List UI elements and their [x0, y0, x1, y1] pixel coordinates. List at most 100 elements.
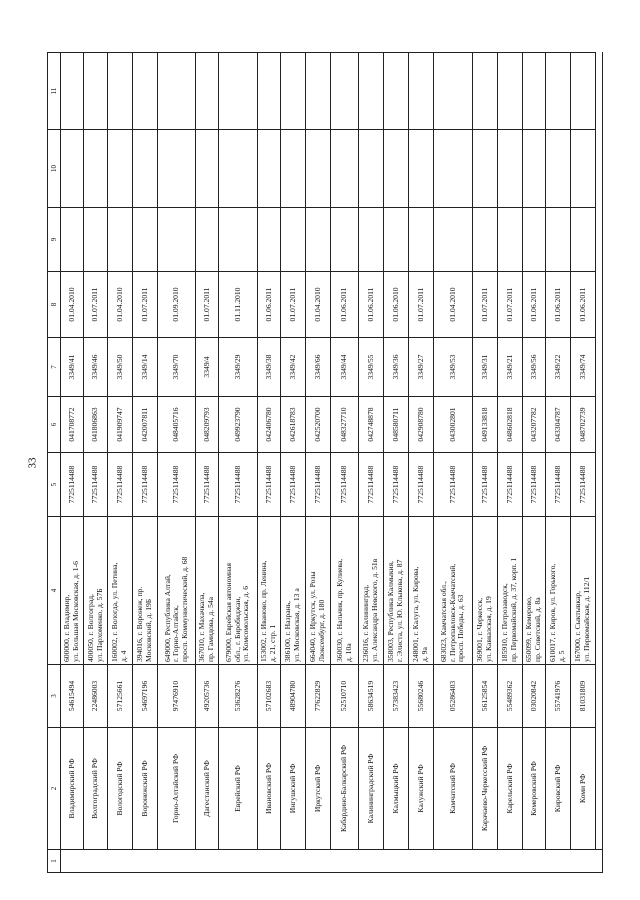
cell-address: 248001, г. Калуга, ул. Кирова, д. 9а	[408, 516, 434, 665]
cell-num: 3349/70	[157, 337, 196, 397]
empty-cell	[195, 52, 219, 130]
cell-date: 01.07.2011	[132, 271, 158, 338]
cell-num: 3349/74	[570, 337, 596, 397]
column-1-cell	[60, 849, 603, 873]
cell-bik: 042520700	[305, 396, 331, 453]
empty-cell	[595, 727, 603, 850]
cell-inn: 7725114488	[218, 452, 258, 517]
table-row: Коми РФ 81031809 167000, г. Сыктывкар, ул.…	[570, 52, 596, 873]
empty-cell	[383, 52, 409, 130]
empty-cell	[330, 52, 359, 130]
empty-cell	[280, 52, 306, 130]
cell-name: Калужский РФ	[408, 727, 434, 850]
cell-num: 3349/55	[358, 337, 384, 397]
cell-bik: 048327710	[330, 396, 359, 453]
empty-cell	[218, 129, 258, 208]
table-row: Кемеровский РФ 03020842 650099, г. Кемеров…	[522, 52, 546, 873]
cell-name: Калининградский РФ	[358, 727, 384, 850]
cell-inn: 7725114488	[472, 452, 498, 517]
cell-code: 56125854	[472, 664, 498, 728]
cell-inn: 7725114488	[383, 452, 409, 517]
cell-date: 01.04.2010	[305, 271, 331, 338]
empty-cell	[305, 52, 331, 130]
cell-name: Владимирский РФ	[60, 727, 84, 850]
table-row: Карельский РФ 55489362 185910, г. Петрозав…	[497, 52, 523, 873]
cell-date: 01.04.2010	[433, 271, 473, 338]
cell-code: 52510710	[330, 664, 359, 728]
cell-num: 3349/4	[195, 337, 219, 397]
empty-cell	[83, 207, 108, 272]
cell-bik: 042007811	[132, 396, 158, 453]
cell-address: 664040, г. Иркутск, ул. Розы Люксембург,…	[305, 516, 331, 665]
cell-date: 01.11.2010	[218, 271, 258, 338]
cell-bik: 043207782	[522, 396, 546, 453]
cell-inn: 7725114488	[358, 452, 384, 517]
cell-date: 01.07.2011	[83, 271, 108, 338]
table-row: Калужский РФ 55680246 248001, г. Калуга, у…	[408, 52, 434, 873]
cell-inn: 7725114488	[280, 452, 306, 517]
cell-bik: 042618783	[280, 396, 306, 453]
cell-inn: 7725114488	[408, 452, 434, 517]
empty-cell	[280, 129, 306, 208]
cell-name: Ингушский РФ	[280, 727, 306, 850]
column-header: 4	[47, 516, 61, 665]
cell-name: Коми РФ	[570, 727, 596, 850]
cell-name: Кировский РФ	[545, 727, 571, 850]
cell-address: 386100, г. Назрань, ул. Московская, д. 1…	[280, 516, 306, 665]
empty-cell	[257, 129, 281, 208]
cell-code: 53628276	[218, 664, 258, 728]
cell-code: 03020842	[522, 664, 546, 728]
cell-address: 185910, г. Петрозаводск, пр. Первомайски…	[497, 516, 523, 665]
cell-address: 369001, г. Черкесск, ул. Кавказская, д. …	[472, 516, 498, 665]
cell-name: Карельский РФ	[497, 727, 523, 850]
empty-cell	[570, 129, 596, 208]
empty-cell	[497, 129, 523, 208]
cell-num: 3349/44	[330, 337, 359, 397]
table-row: Иркутский РФ 77622829 664040, г. Иркутск, …	[305, 52, 331, 873]
cell-date: 01.06.2011	[570, 271, 596, 338]
table-row: Ингушский РФ 48904780 386100, г. Назрань, …	[280, 52, 306, 873]
cell-code: 57102683	[257, 664, 281, 728]
table-row: Еврейский РФ 53628276 679000, Еврейская ав…	[218, 52, 258, 873]
cell-inn: 7725114488	[60, 452, 84, 517]
cell-num: 3349/50	[107, 337, 133, 397]
empty-cell	[218, 52, 258, 130]
branches-table: 1 2 3 4 5 6 7 8 9 10 11 Владимирский РФ 54615494 6000…	[47, 52, 603, 873]
cell-address: 153002, г. Иваново, пр. Ленина, д. 21, с…	[257, 516, 281, 665]
table-row: Кабардино-Балкарский РФ 52510710 360030, г…	[330, 52, 359, 873]
cell-date: 01.06.2011	[358, 271, 384, 338]
empty-cell	[383, 129, 409, 208]
cell-address: 650099, г. Кемерово, пр. Советский, д. 8…	[522, 516, 546, 665]
cell-name: Камчатский РФ	[433, 727, 473, 850]
cell-bik: 049133818	[472, 396, 498, 453]
cell-bik: 042406780	[257, 396, 281, 453]
empty-cell	[522, 52, 546, 130]
empty-cell	[595, 396, 603, 453]
empty-cell	[595, 52, 603, 130]
header-row: 1 2 3 4 5 6 7 8 9 10 11	[47, 52, 61, 873]
empty-cell	[595, 516, 603, 665]
table-row: Дагестанский РФ 49205736 367010, г. Махачк…	[195, 52, 219, 873]
empty-cell	[497, 207, 523, 272]
empty-cell	[522, 207, 546, 272]
cell-address: 600000, г. Владимир, ул. Большая Московс…	[60, 516, 84, 665]
cell-bik: 041708772	[60, 396, 84, 453]
cell-bik: 048580711	[383, 396, 409, 453]
empty-cell	[107, 52, 133, 130]
cell-address: 649000, Республика Алтай, г. Горно-Алтай…	[157, 516, 196, 665]
table-row: Владимирский РФ 54615494 600000, г. Владим…	[60, 52, 603, 873]
empty-cell	[257, 207, 281, 272]
cell-bik: 048405716	[157, 396, 196, 453]
table-row: Камчатский РФ 05286403 683023, Камчатская …	[433, 52, 473, 873]
column-header: 9	[47, 207, 61, 272]
cell-inn: 7725114488	[433, 452, 473, 517]
cell-code: 49205736	[195, 664, 219, 728]
empty-cell	[157, 52, 196, 130]
cell-num: 3349/29	[218, 337, 258, 397]
empty-cell	[595, 271, 603, 338]
cell-inn: 7725114488	[330, 452, 359, 517]
empty-cell	[433, 207, 473, 272]
empty-cell	[472, 207, 498, 272]
cell-num: 3349/56	[522, 337, 546, 397]
cell-date: 01.04.2010	[60, 271, 84, 338]
